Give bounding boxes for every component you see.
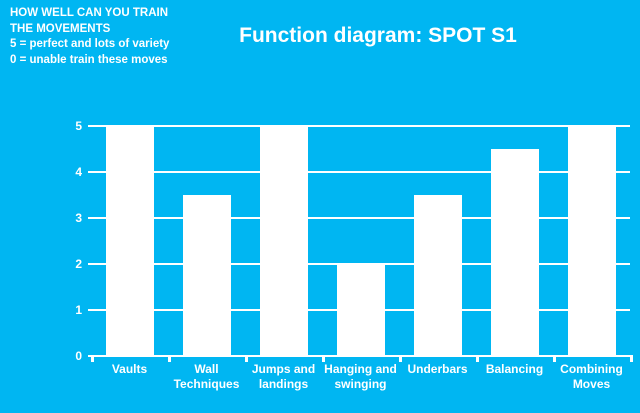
y-axis-label: 2 (75, 257, 82, 271)
bar (105, 126, 154, 356)
scale-note: HOW WELL CAN YOU TRAIN THE MOVEMENTS 5 =… (10, 6, 169, 68)
bar (413, 195, 462, 356)
x-axis-tick (399, 355, 402, 362)
x-axis-tick (91, 355, 94, 362)
gridline-y5 (88, 125, 630, 127)
x-axis-label: Combining Moves (560, 362, 623, 391)
bar (567, 126, 616, 356)
gridline-y3 (88, 217, 630, 219)
note-line-4: 0 = unable train these moves (10, 53, 168, 66)
x-axis-tick (630, 355, 633, 362)
y-axis-label: 0 (75, 349, 82, 363)
note-line-1: HOW WELL CAN YOU TRAIN (10, 7, 169, 19)
x-axis-tick (553, 355, 556, 362)
y-axis-label: 5 (75, 119, 82, 133)
chart-title: Function diagram: SPOT S1 (239, 24, 517, 47)
x-axis-label: Hanging and swinging (324, 362, 397, 391)
x-axis-tick (322, 355, 325, 362)
bar (336, 264, 385, 356)
y-axis-label: 3 (75, 211, 82, 225)
gridline-y4 (88, 171, 630, 173)
bar (182, 195, 231, 356)
x-axis-label: Balancing (485, 362, 544, 376)
x-axis-tick (476, 355, 479, 362)
x-axis-label: Vaults (111, 362, 148, 376)
x-axis-label: Wall Techniques (173, 362, 240, 391)
x-axis-label: Jumps and landings (251, 362, 316, 391)
x-axis-tick (168, 355, 171, 362)
y-axis-label: 1 (75, 303, 82, 317)
x-axis-tick (245, 355, 248, 362)
note-line-3: 5 = perfect and lots of variety (10, 38, 170, 50)
bar (490, 149, 539, 356)
note-line-2: THE MOVEMENTS (10, 22, 111, 35)
bar (259, 126, 308, 356)
y-axis-label: 4 (75, 165, 82, 179)
x-axis-label: Underbars (407, 362, 468, 376)
